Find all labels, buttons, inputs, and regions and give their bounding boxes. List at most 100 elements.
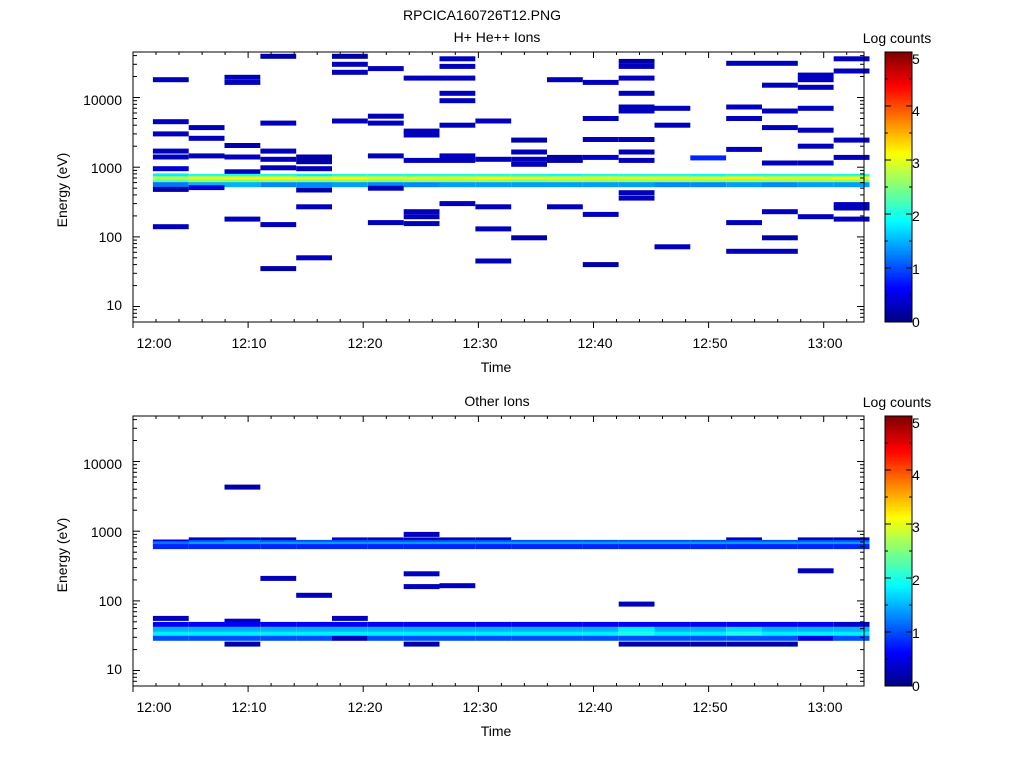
heatmap-cell [511, 621, 547, 627]
colorbar-tick-label: 1 [912, 625, 920, 641]
colorbar-segment [885, 616, 912, 619]
heatmap-cell [224, 626, 261, 632]
colorbar-segment [885, 130, 912, 134]
heatmap-cell [152, 224, 189, 230]
heatmap-cell [690, 173, 727, 179]
heatmap-cell [654, 635, 691, 641]
colorbar-tick-label: 4 [912, 467, 920, 483]
heatmap-cell [188, 626, 225, 632]
heatmap-cell [439, 631, 476, 637]
heatmap-cell [833, 182, 870, 188]
heatmap-cell [152, 148, 189, 154]
colorbar-segment [885, 643, 912, 646]
heatmap-cell [511, 544, 547, 550]
heatmap-cell [439, 90, 476, 96]
colorbar-segment [885, 110, 912, 114]
heatmap-cell [762, 209, 798, 215]
colorbar-segment [885, 467, 912, 471]
colorbar-segment [885, 573, 912, 577]
heatmap-cell [332, 631, 368, 637]
heatmap-cell [511, 626, 547, 632]
colorbar-segment [885, 481, 912, 484]
colorbar-segment [885, 173, 912, 177]
colorbar-segment [885, 67, 912, 71]
colorbar-segment [885, 632, 912, 635]
colorbar-segment [885, 65, 912, 69]
heatmap-cell [547, 154, 583, 160]
heatmap-cell [403, 635, 440, 641]
colorbar-segment [885, 189, 912, 192]
colorbar-tick-label: 0 [912, 314, 920, 330]
heatmap-cell [403, 571, 440, 577]
heatmap-cell [618, 173, 655, 179]
heatmap-cell [475, 621, 512, 627]
colorbar-segment [885, 155, 912, 159]
heatmap-cell [797, 176, 834, 182]
colorbar-segment [885, 232, 912, 235]
colorbar-segment [885, 564, 912, 568]
heatmap-cell [618, 149, 655, 155]
colorbar-segment [885, 292, 912, 296]
x-ticks [132, 52, 848, 328]
heatmap-cell [403, 621, 440, 627]
colorbar-segment [885, 555, 912, 559]
colorbar-segment [885, 472, 912, 475]
heatmap-cell [224, 79, 261, 85]
heatmap-cell [797, 214, 834, 220]
colorbar-segment [885, 238, 912, 242]
heatmap-cell [403, 179, 440, 185]
colorbar-segment [885, 313, 912, 316]
colorbar-segment [885, 319, 912, 323]
y-tick-label: 1000 [91, 524, 122, 540]
colorbar-segment [885, 209, 912, 213]
heatmap-cell [833, 137, 870, 143]
colorbar-segment [885, 598, 912, 601]
heatmap-cell [367, 220, 404, 226]
colorbar-segment [885, 214, 912, 217]
heatmap-cell [833, 626, 870, 632]
heatmap-cell [403, 221, 440, 227]
heatmap-cell [797, 635, 834, 641]
heatmap-cell [188, 176, 225, 182]
colorbar-segment [885, 72, 912, 75]
x-ticks [132, 416, 848, 692]
colorbar-segment [885, 551, 912, 554]
heatmap-cell [152, 166, 189, 172]
colorbar-segment [885, 485, 912, 489]
colorbar-segment [885, 652, 912, 655]
heatmap-cell [260, 53, 297, 59]
colorbar-segment [885, 461, 912, 464]
heatmap-cell [475, 204, 512, 210]
colorbar-segment [885, 575, 912, 579]
heatmap-cell [726, 176, 762, 182]
colorbar-segment [885, 124, 912, 127]
y-axis-label: Energy (eV) [54, 518, 70, 593]
heatmap-cell [618, 631, 655, 637]
heatmap-cell [618, 635, 655, 641]
x-tick-label: 12:20 [347, 699, 382, 715]
heatmap-cell [833, 154, 870, 160]
heatmap-cell [547, 176, 583, 182]
heatmap-cell [439, 201, 476, 207]
heatmap-cell [618, 182, 655, 188]
colorbar-segment [885, 515, 912, 518]
heatmap-cell [224, 631, 261, 637]
heatmap-cell [224, 544, 261, 550]
colorbar-segment [885, 126, 912, 129]
colorbar-segment [885, 187, 912, 190]
heatmap-cell [260, 120, 297, 126]
heatmap-cell [260, 222, 297, 228]
heatmap-cell [188, 179, 225, 185]
y-ticks [133, 419, 864, 687]
colorbar-segment [885, 449, 912, 453]
colorbar-segment [885, 602, 912, 606]
colorbar-segment [885, 452, 912, 455]
colorbar-segment [885, 200, 912, 204]
colorbar-segment [885, 623, 912, 626]
heatmap-cell [260, 156, 297, 162]
heatmap-cell [726, 631, 762, 637]
heatmap-cell [260, 635, 297, 641]
colorbar-segment [885, 463, 912, 466]
heatmap-cell [367, 631, 404, 637]
